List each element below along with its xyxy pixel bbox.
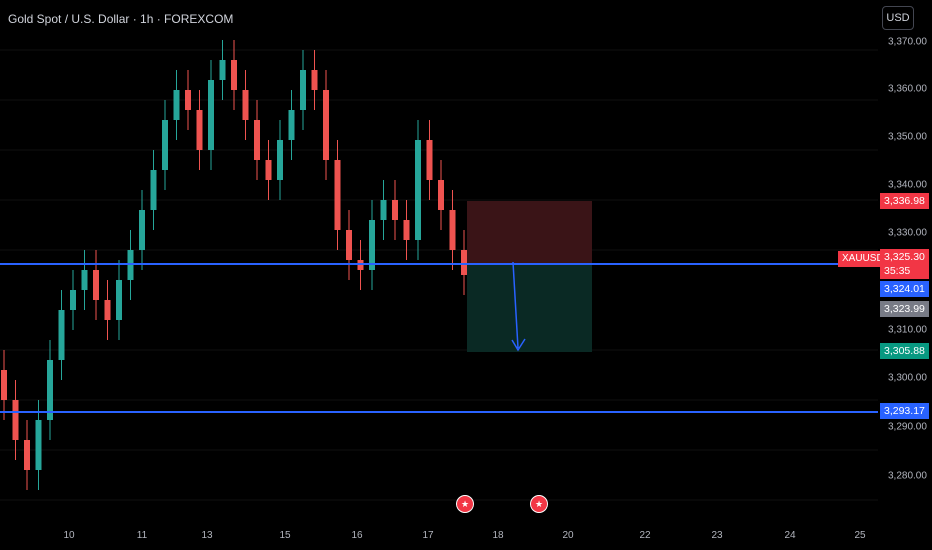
candle-body — [300, 70, 306, 110]
candle-body — [93, 270, 99, 300]
stop-loss-zone[interactable] — [467, 201, 592, 264]
candle-body — [346, 230, 352, 260]
candle-body — [334, 160, 341, 230]
candle-body — [449, 210, 456, 250]
candle-body — [254, 120, 260, 160]
y-tick: 3,350.00 — [888, 131, 927, 143]
candle-body — [162, 120, 168, 170]
candle-body — [311, 70, 318, 90]
us-flag-icon[interactable]: ★ — [456, 495, 474, 513]
candle-body — [150, 170, 157, 210]
stop-price-badge: 3,336.98 — [880, 193, 929, 209]
candle-body — [265, 160, 272, 180]
y-tick: 3,310.00 — [888, 324, 927, 336]
candle-body — [1, 370, 7, 400]
candle-body — [392, 200, 398, 220]
x-tick: 20 — [562, 530, 574, 541]
candle-body — [116, 280, 122, 320]
support-price-badge: 3,293.17 — [880, 403, 929, 419]
candle-body — [104, 300, 111, 320]
currency-button[interactable]: USD — [882, 6, 914, 30]
us-flag-icon[interactable]: ★ — [530, 495, 548, 513]
candle-body — [219, 60, 226, 80]
x-tick: 10 — [63, 530, 75, 541]
candle-body — [58, 310, 65, 360]
y-tick: 3,290.00 — [888, 421, 927, 433]
y-tick: 3,330.00 — [888, 227, 927, 239]
candle-body — [185, 90, 191, 110]
x-tick: 17 — [422, 530, 434, 541]
y-tick: 3,340.00 — [888, 179, 927, 191]
x-tick: 13 — [201, 530, 213, 541]
candle-body — [139, 210, 145, 250]
y-tick: 3,370.00 — [888, 36, 927, 48]
line-price-badge: 3,324.01 — [880, 281, 929, 297]
x-tick: 25 — [854, 530, 866, 541]
projection-arrow[interactable] — [511, 261, 526, 352]
x-tick: 24 — [784, 530, 796, 541]
candle-body — [196, 110, 203, 150]
x-tick: 22 — [639, 530, 651, 541]
x-tick: 15 — [279, 530, 291, 541]
last-price-badge: 3,325.30 35:35 — [880, 249, 929, 279]
candle-body — [173, 90, 180, 120]
take-profit-zone[interactable] — [467, 264, 592, 352]
symbol-label: XAUUSD — [838, 251, 888, 267]
x-tick: 23 — [711, 530, 723, 541]
candle-body — [12, 400, 19, 440]
candlestick-series — [1, 40, 467, 490]
gray-price-badge: 3,323.99 — [880, 301, 929, 317]
candle-body — [70, 290, 76, 310]
candle-body — [415, 140, 421, 240]
candle-body — [288, 110, 295, 140]
x-tick: 16 — [351, 530, 363, 541]
candle-body — [24, 440, 30, 470]
bar-countdown: 35:35 — [884, 265, 911, 277]
candle-body — [323, 90, 329, 160]
candle-body — [438, 180, 444, 210]
candle-body — [35, 420, 42, 470]
target-price-badge: 3,305.88 — [880, 343, 929, 359]
symbol-title: Gold Spot / U.S. Dollar · 1h · FOREXCOM — [8, 12, 234, 26]
candle-body — [208, 80, 214, 150]
candle-body — [47, 360, 53, 420]
y-tick: 3,360.00 — [888, 83, 927, 95]
x-tick: 18 — [492, 530, 504, 541]
last-price: 3,325.30 — [884, 251, 925, 263]
x-tick: 11 — [136, 530, 148, 541]
candle-body — [369, 220, 375, 270]
candle-body — [461, 250, 467, 275]
candle-body — [231, 60, 237, 90]
candle-body — [403, 220, 410, 240]
candle-body — [277, 140, 283, 180]
candle-body — [380, 200, 387, 220]
y-tick: 3,280.00 — [888, 470, 927, 482]
candle-body — [426, 140, 433, 180]
candle-body — [81, 270, 88, 290]
y-tick: 3,300.00 — [888, 372, 927, 384]
candle-body — [242, 90, 249, 120]
